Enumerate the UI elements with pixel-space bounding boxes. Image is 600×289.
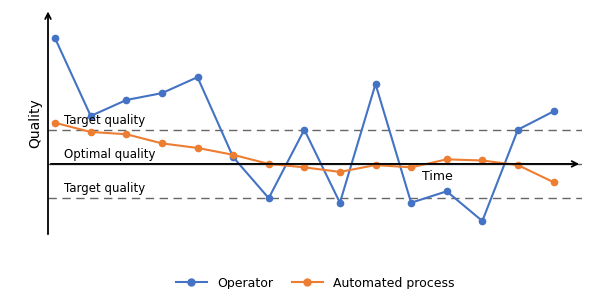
Operator: [514, 128, 521, 131]
Automated process: [337, 170, 344, 174]
Operator: [479, 219, 486, 223]
Operator: [52, 37, 59, 40]
Automated process: [123, 132, 130, 136]
Y-axis label: Quality: Quality: [28, 98, 43, 148]
Operator: [443, 190, 451, 193]
Operator: [301, 128, 308, 131]
Automated process: [443, 158, 451, 161]
Automated process: [514, 163, 521, 167]
Operator: [337, 201, 344, 205]
Automated process: [158, 142, 166, 145]
Operator: [372, 82, 379, 86]
Line: Automated process: Automated process: [52, 120, 557, 185]
Operator: [194, 75, 201, 79]
Automated process: [407, 166, 415, 169]
Automated process: [550, 180, 557, 184]
Automated process: [230, 153, 237, 157]
Operator: [265, 197, 272, 200]
Text: Optimal quality: Optimal quality: [64, 148, 155, 161]
Text: Target quality: Target quality: [64, 114, 145, 127]
Text: Target quality: Target quality: [64, 182, 145, 195]
Automated process: [372, 163, 379, 167]
Operator: [407, 201, 415, 205]
Automated process: [52, 121, 59, 125]
Automated process: [479, 159, 486, 162]
Operator: [87, 114, 94, 118]
Line: Operator: Operator: [52, 35, 557, 224]
Automated process: [301, 166, 308, 169]
Operator: [123, 98, 130, 102]
Text: Time: Time: [422, 170, 452, 183]
Operator: [158, 91, 166, 95]
Operator: [550, 110, 557, 113]
Automated process: [194, 146, 201, 150]
Automated process: [265, 162, 272, 166]
Operator: [230, 155, 237, 159]
Automated process: [87, 130, 94, 134]
Legend: Operator, Automated process: Operator, Automated process: [170, 272, 460, 289]
